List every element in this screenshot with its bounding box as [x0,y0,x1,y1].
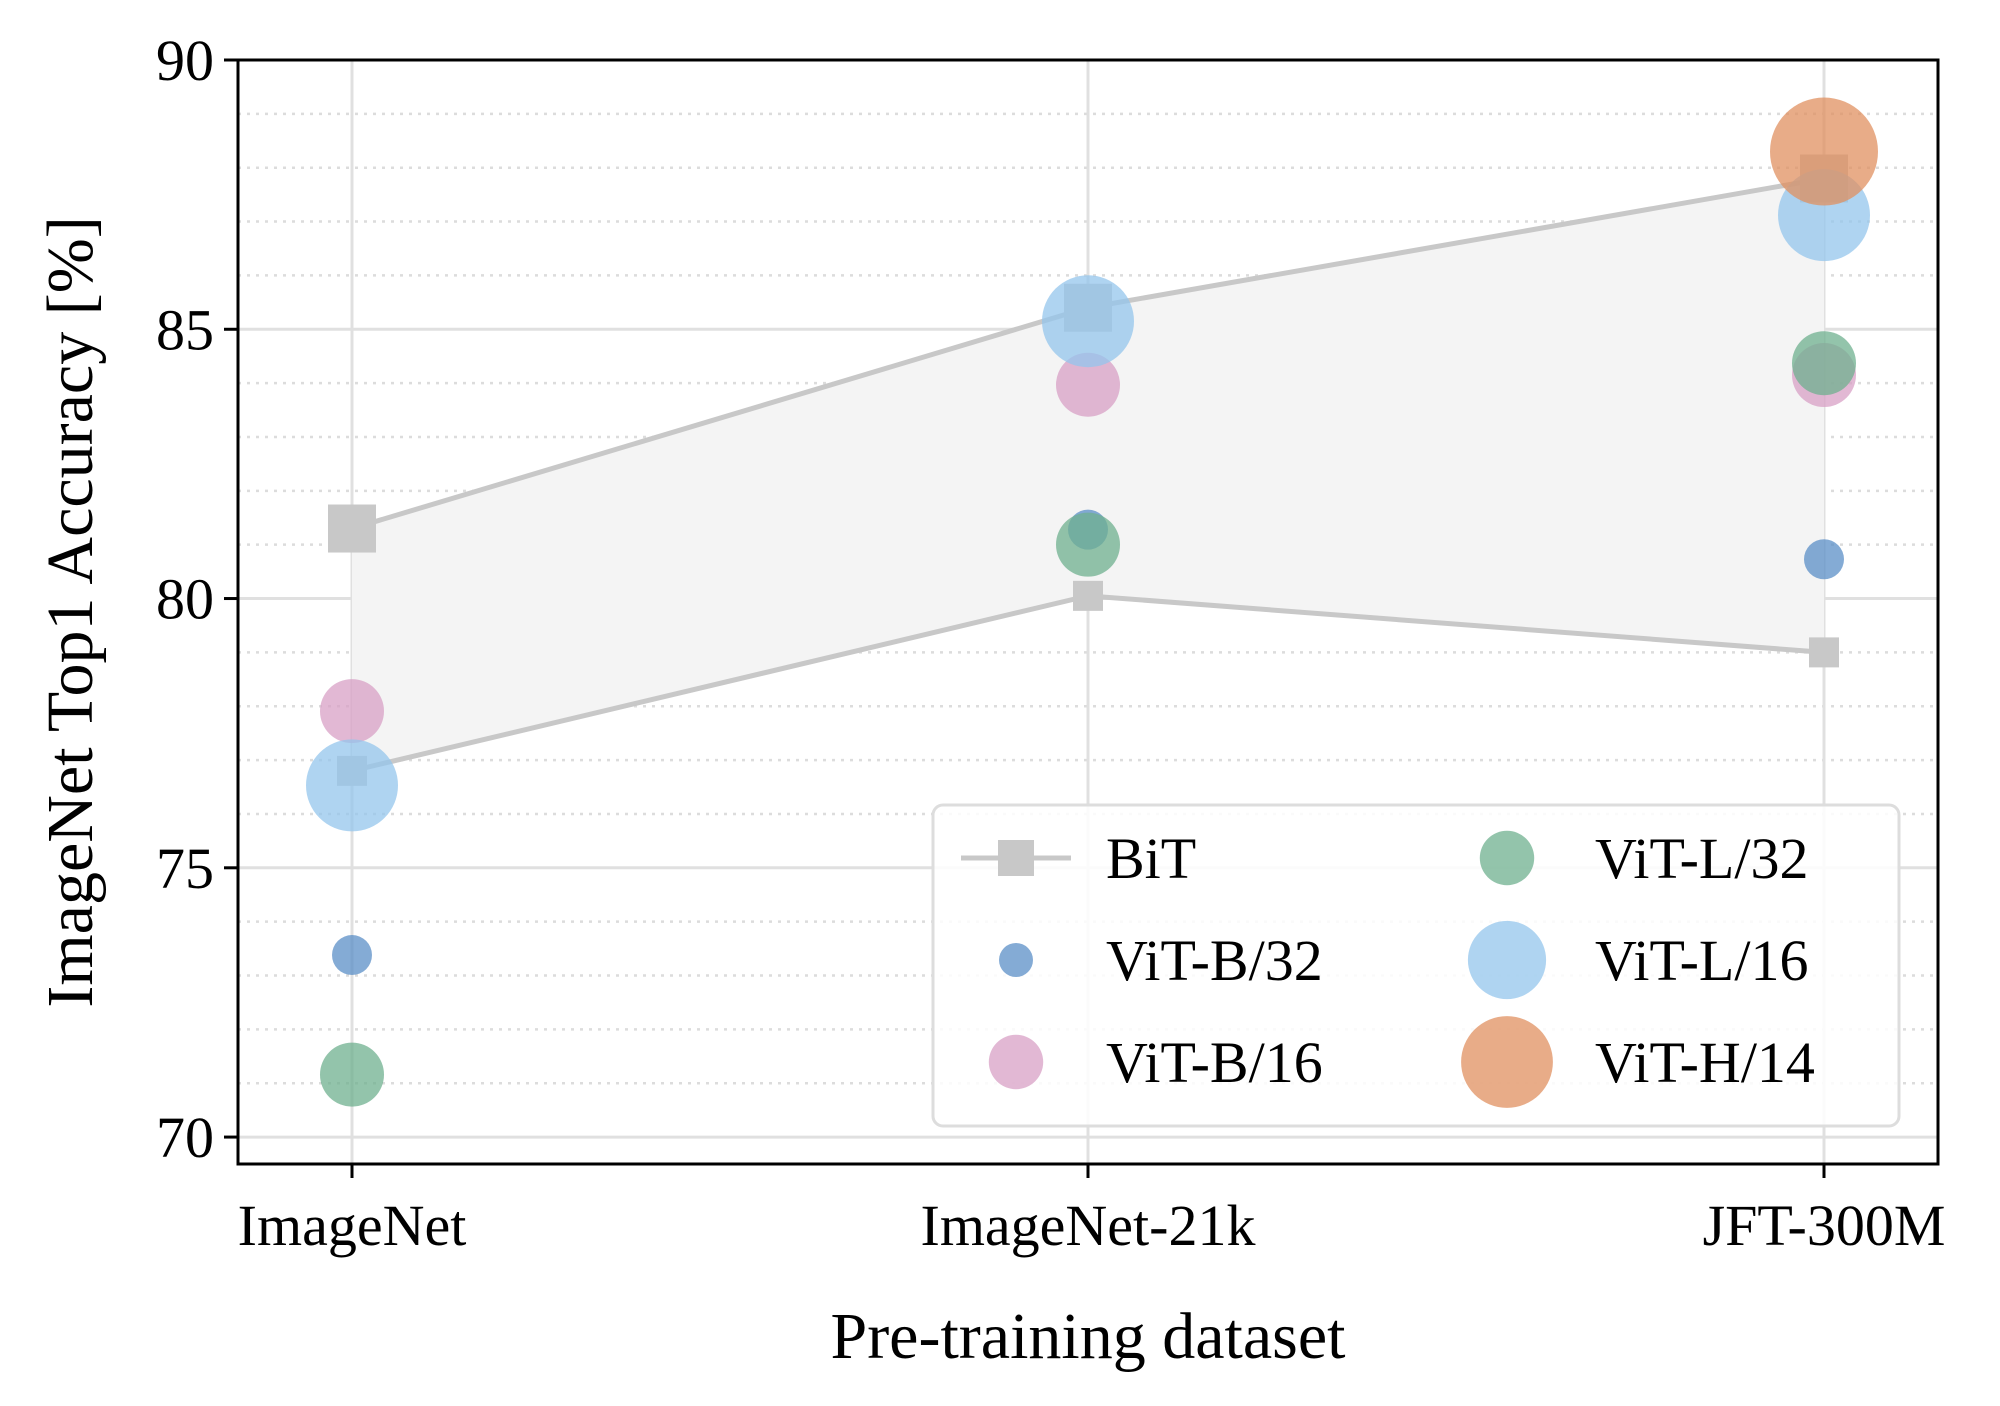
legend-symbol-vit-l-32 [1479,830,1535,886]
y-tick-label: 70 [156,1105,214,1170]
y-tick-label: 85 [156,297,214,362]
legend: BiT ViT-B/32 ViT-B/16 ViT-L/32 ViT-L/16 ViT-H… [931,803,1901,1128]
x-axis-label: Pre-training dataset [831,1300,1346,1373]
legend-symbol-vit-b-32 [999,943,1033,977]
x-tick-label: ImageNet-21k [921,1193,1256,1258]
legend-symbol-bit-marker [998,840,1034,876]
y-axis-label: ImageNet Top1 Accuracy [%] [34,216,107,1007]
point-vit-l-32 [320,1042,384,1107]
point-vit-l-32 [1792,331,1856,396]
x-tick-label: JFT-300M [1703,1193,1946,1258]
point-vit-b-32 [332,935,372,976]
legend-label-bit: BiT [1106,826,1196,891]
legend-label-vit-l-16: ViT-L/16 [1595,928,1808,993]
point-vit-b-16 [1056,352,1120,417]
legend-label-vit-b-32: ViT-B/32 [1106,928,1323,993]
legend-box [931,803,1901,1128]
legend-symbol-vit-l-16 [1467,920,1547,1000]
point-vit-l-32 [1056,512,1120,577]
x-tick-label: ImageNet [238,1193,467,1258]
legend-label-vit-b-16: ViT-B/16 [1106,1030,1323,1095]
legend-label-vit-h-14: ViT-H/14 [1595,1030,1815,1095]
point-vit-b-16 [320,679,384,744]
points-layer [306,97,1878,1107]
bit-lower-marker [1073,580,1103,611]
point-vit-l-16 [306,739,398,832]
legend-symbol-vit-h-14 [1461,1016,1553,1108]
y-tick-label: 90 [156,28,214,93]
bit-lower-marker [1809,637,1839,668]
y-tick-label: 80 [156,567,214,632]
point-vit-l-16 [1042,275,1134,368]
point-vit-b-32 [1804,539,1844,580]
y-tick-label: 75 [156,836,214,901]
ticks-layer: 70 75 80 85 90 ImageNet ImageNet-21k JFT-300M [156,28,1945,1258]
legend-symbol-vit-b-16 [988,1034,1044,1090]
bit-upper-marker [328,504,376,553]
point-vit-h-14 [1770,97,1878,206]
legend-label-vit-l-32: ViT-L/32 [1595,826,1808,891]
